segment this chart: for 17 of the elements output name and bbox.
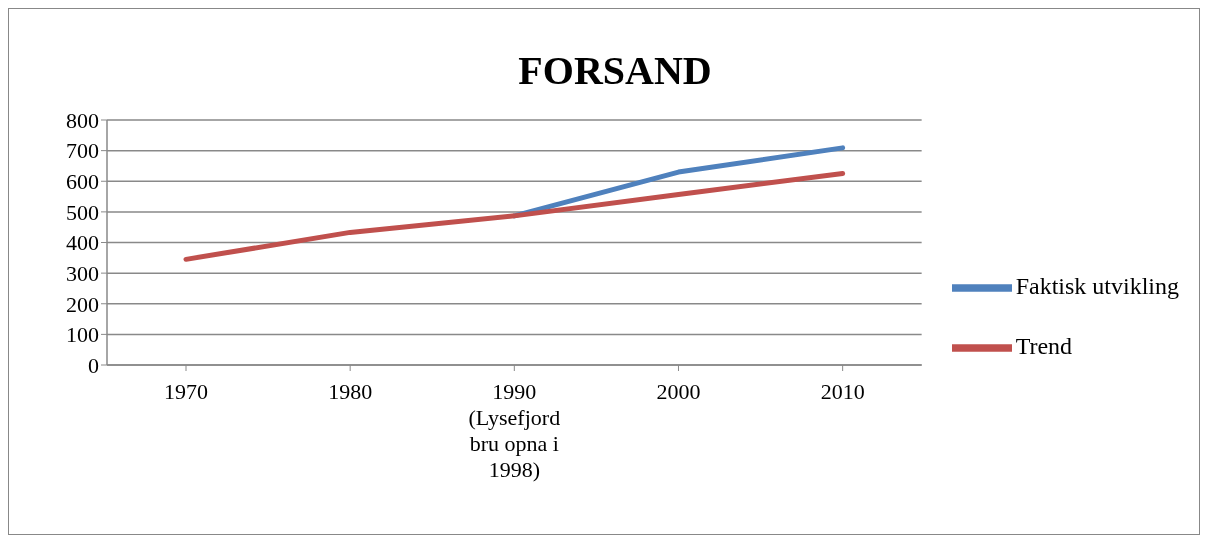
x-tick-label: 1980 [328, 379, 373, 404]
x-tick-label: 1990 (Lysefjord bru opna i 1998) [468, 379, 561, 482]
y-tick-label: 400 [66, 230, 99, 256]
y-tick-label: 200 [66, 291, 99, 317]
x-tick-label: 2000 [656, 379, 701, 404]
y-tick-label: 700 [66, 138, 99, 164]
y-tick-label: 100 [66, 322, 99, 348]
chart-title: FORSAND [517, 47, 713, 94]
y-tick-label: 600 [66, 169, 99, 195]
legend-label: Faktisk utvikling [1015, 272, 1179, 299]
y-tick-label: 500 [66, 199, 99, 225]
legend-label: Trend [1015, 332, 1073, 359]
y-tick-label: 0 [88, 352, 99, 378]
y-tick-label: 800 [66, 107, 99, 133]
x-tick-label: 1970 [164, 379, 208, 404]
x-tick-label: 2010 [820, 379, 865, 404]
y-tick-label: 300 [66, 260, 99, 286]
